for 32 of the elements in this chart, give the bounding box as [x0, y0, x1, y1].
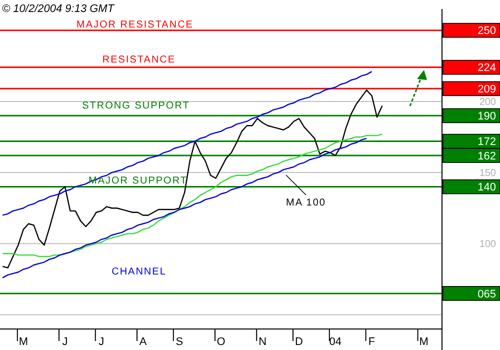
x-tick-label: 04 — [329, 336, 342, 348]
line-series — [2, 70, 372, 216]
chart-title: © 10/2/2004 9:13 GMT — [2, 3, 116, 15]
annotation: MAJOR RESISTANCE — [76, 20, 194, 30]
x-tick-label: D — [295, 336, 304, 348]
ref-line-label: 250 — [478, 25, 496, 38]
y-tick-label: 150 — [479, 168, 496, 180]
y-tick-label: 200 — [479, 96, 496, 108]
ref-line-label: 209 — [478, 83, 496, 96]
ref-line-label: 065 — [478, 288, 496, 300]
annotation: MA 100 — [286, 198, 326, 208]
x-tick-label: J — [98, 336, 104, 348]
x-tick-label: O — [216, 336, 226, 348]
line-series — [2, 89, 383, 268]
ref-line-label: 162 — [478, 150, 496, 162]
x-tick-label: S — [176, 336, 184, 348]
ref-line-label: 190 — [478, 110, 496, 123]
x-tick-label: F — [368, 336, 376, 348]
line-series — [2, 134, 383, 258]
annotation: RESISTANCE — [102, 54, 176, 66]
x-tick-label: A — [139, 336, 148, 348]
annotation: STRONG SUPPORT — [82, 100, 190, 112]
y-tick-label: 100 — [479, 239, 496, 250]
ref-line-label: 224 — [478, 62, 496, 74]
x-tick-label: N — [258, 336, 267, 348]
ref-line-label: 172 — [478, 136, 496, 148]
x-tick-label: J — [62, 336, 68, 348]
x-tick-label: M — [18, 336, 28, 348]
line-series — [2, 138, 368, 278]
annotation: CHANNEL — [112, 266, 166, 278]
x-tick-label: M — [419, 336, 428, 348]
ref-line-label: 140 — [478, 182, 496, 194]
